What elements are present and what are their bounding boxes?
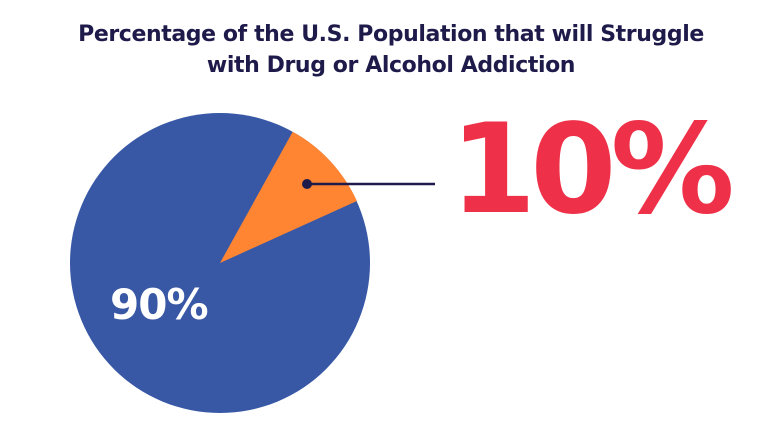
chart-title-line-2: with Drug or Alcohol Addiction bbox=[206, 53, 576, 78]
pie-slice-10-percent bbox=[220, 131, 357, 263]
callout-label-10-percent: 10% bbox=[450, 98, 735, 242]
chart-title: Percentage of the U.S. Population that w… bbox=[0, 19, 768, 81]
leader-dot bbox=[302, 179, 312, 189]
chart-title-line-1: Percentage of the U.S. Population that w… bbox=[78, 22, 704, 47]
slice-label-90-percent: 90% bbox=[110, 280, 209, 329]
